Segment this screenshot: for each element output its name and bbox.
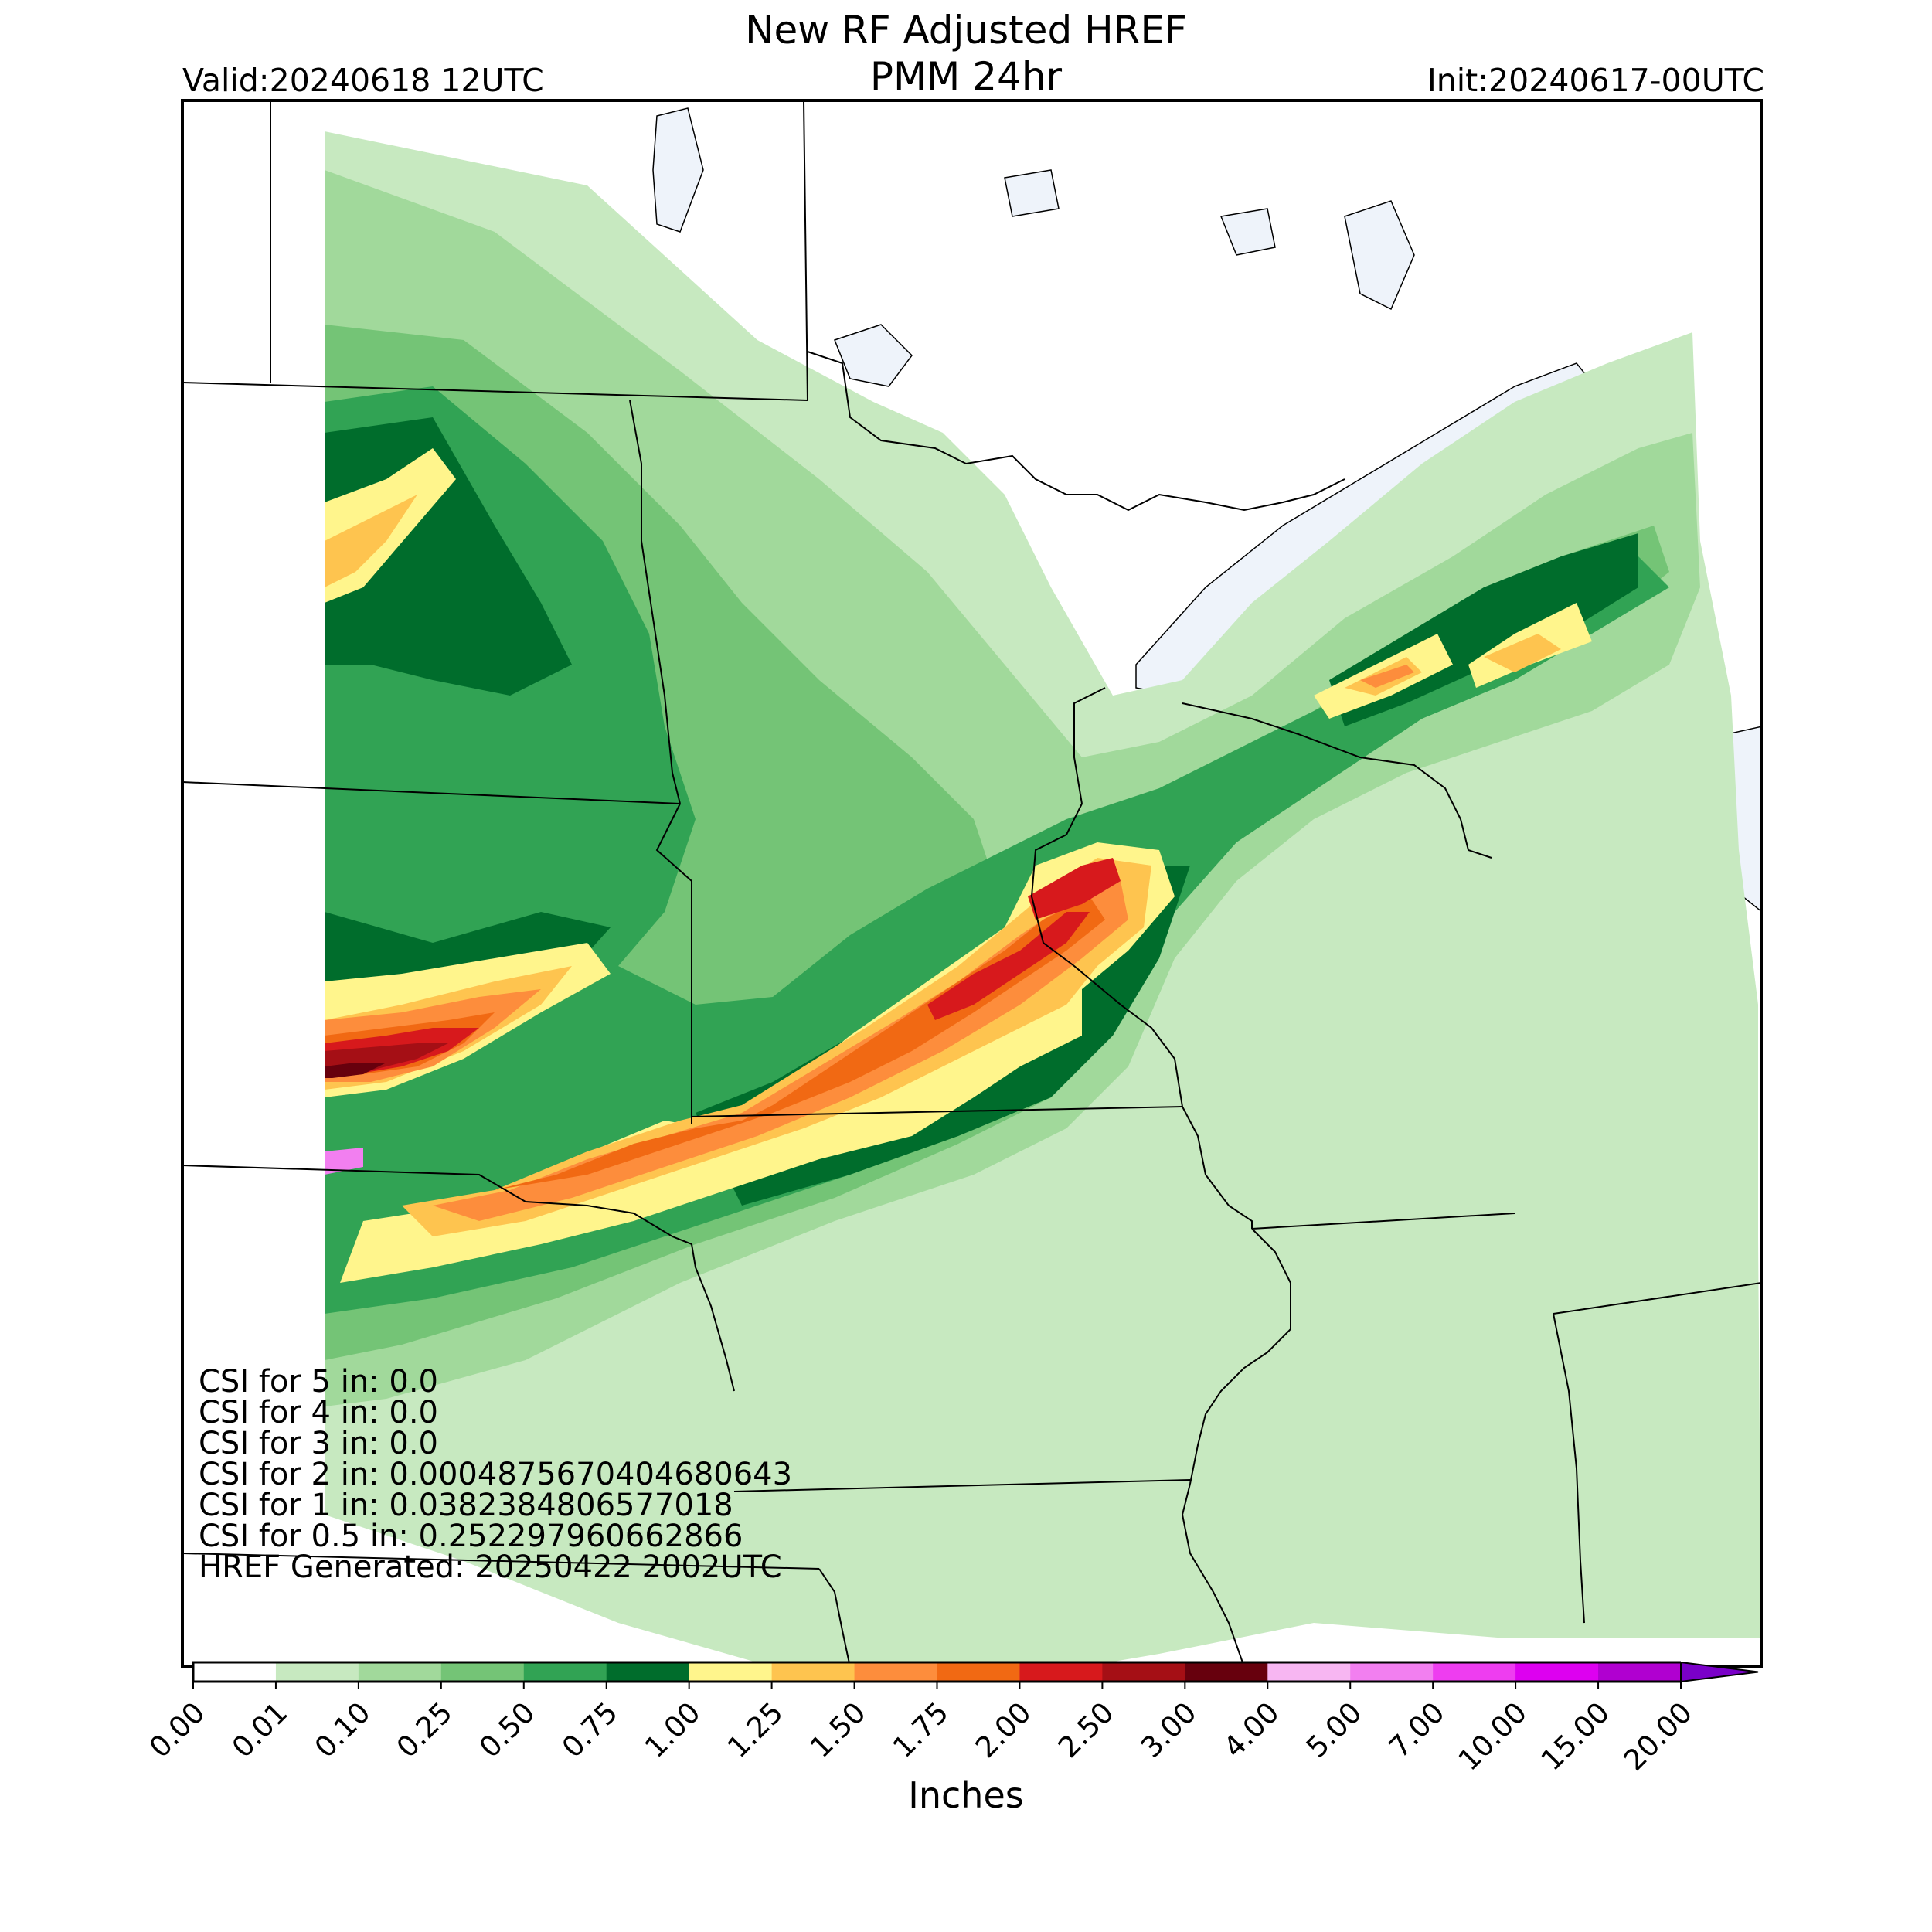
colorbar-extend-arrow [1680,1661,1759,1683]
csi-1in: CSI for 1 in: 0.0382384806577018 [199,1488,733,1523]
colorbar-swatch [1102,1662,1185,1682]
map-title-line1: New RF Adjusted HREF [745,8,1187,53]
border-in-oh-mi [1553,1282,1761,1315]
colorbar [192,1661,1759,1689]
border-mn-lake-superior [1073,687,1106,804]
colorbar-swatch [1515,1662,1599,1682]
border-nd-mn [629,400,681,804]
colorbar-swatch [1598,1662,1682,1682]
colorbar-swatch [1185,1662,1268,1682]
colorbar-swatch [1267,1662,1351,1682]
colorbar-swatch [1433,1662,1516,1682]
csi-2in: CSI for 2 in: 0.0004875670404680643 [199,1457,793,1492]
border-canada-us-west [182,382,808,401]
border-mo-il [1181,1483,1245,1667]
init-time-label: Init:20240617-00UTC [1427,62,1764,99]
precip-level-0-50 [325,386,1669,1314]
colorbar-swatch [440,1662,525,1682]
border-sd-ne [182,1165,692,1245]
canada-lakes [1004,169,1415,311]
border-ne-ks [182,1553,820,1570]
colorbar-swatch [937,1662,1020,1682]
border-mn-wi [1030,803,1183,1107]
colorbar-swatch [523,1662,607,1682]
colorbar-swatch [689,1662,773,1682]
colorbar-swatch [1350,1662,1434,1682]
colorbar-swatch [193,1662,277,1682]
valid-time-label: Valid:20240618 12UTC [182,62,544,99]
colorbar-swatch [275,1662,359,1682]
colorbar-swatch [854,1662,937,1682]
csi-5in: CSI for 5 in: 0.0 [199,1364,438,1400]
colorbar-swatch [358,1662,442,1682]
csi-4in: CSI for 4 in: 0.0 [199,1395,438,1430]
border-mo-river [818,1568,851,1667]
colorbar-units-label: Inches [908,1774,1024,1816]
lake-of-the-woods [834,324,913,387]
precipitation-field [325,131,1761,1667]
colorbar-swatch [771,1662,855,1682]
precip-level-3-00 [325,1063,386,1078]
border-ia-il-mississippi [1189,1228,1291,1485]
border-ia-wi [1182,1106,1253,1229]
border-nd-sd [182,781,681,804]
political-borders [182,100,1761,1667]
href-generated: HREF Generated: 20250422 2002UTC [199,1549,782,1585]
border-mn-ia [691,1106,1183,1117]
border-ia-mo [733,1479,1191,1492]
border-manitoba-ontario [803,100,808,401]
csi-stats-panel: CSI for 5 in: 0.0 CSI for 4 in: 0.0 CSI … [199,1366,792,1583]
border-wi-il [1251,1213,1515,1230]
colorbar-swatch [1019,1662,1103,1682]
lake-winnipeg [652,107,704,233]
csi-3in: CSI for 3 in: 0.0 [199,1426,438,1461]
border-il-in [1553,1313,1585,1624]
map-title-line2: PMM 24hr [869,54,1063,99]
border-wi-mi [1182,702,1492,859]
colorbar-swatch [606,1662,690,1682]
border-ia-mo-west [691,1243,735,1392]
precip-level-1-75 [325,896,1105,1190]
border-mn-sd [655,803,692,1124]
csi-0-5in: CSI for 0.5 in: 0.252297960662866 [199,1519,743,1554]
precip-level-5-00 [325,1148,363,1175]
border-mn-ontario [807,351,1345,512]
